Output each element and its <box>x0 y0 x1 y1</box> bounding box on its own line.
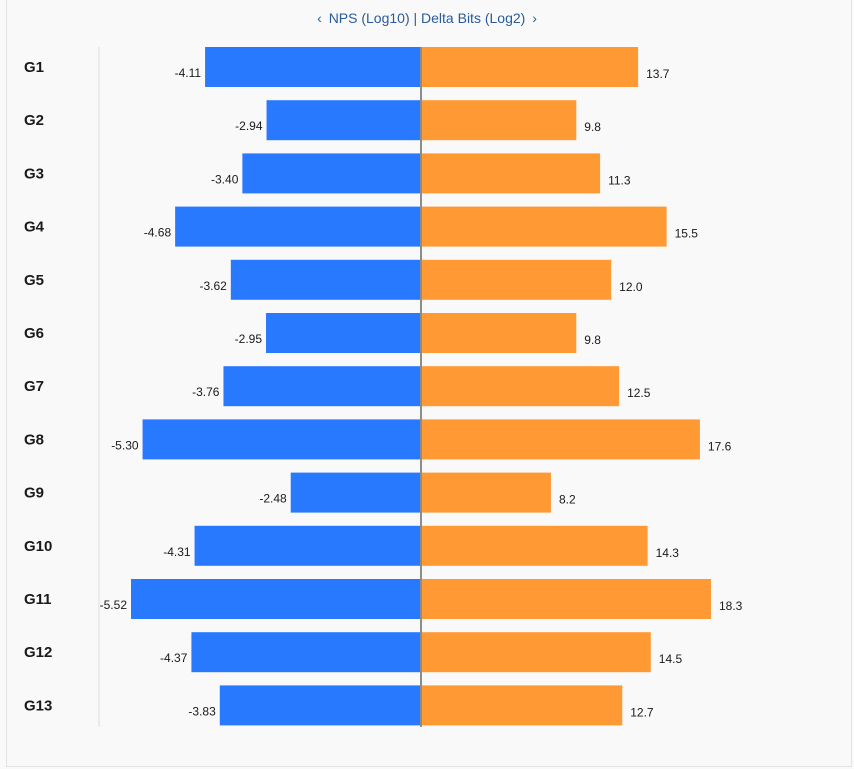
left-bar-value-label: -4.11 <box>175 66 202 80</box>
left-bar[interactable] <box>266 313 421 353</box>
right-bar-value-label: 11.3 <box>608 173 631 187</box>
left-bar-value-label: -5.52 <box>100 598 128 612</box>
chart-header: ‹ NPS (Log10) | Delta Bits (Log2) › <box>0 10 854 26</box>
left-bar-value-label: -3.76 <box>192 385 220 399</box>
right-bar-value-label: 17.6 <box>708 439 732 453</box>
category-label: G10 <box>24 538 52 555</box>
right-bar[interactable] <box>421 47 639 87</box>
right-bar-value-label: 12.0 <box>619 280 643 294</box>
right-bar[interactable] <box>421 206 667 247</box>
category-label: G6 <box>24 325 44 342</box>
right-bar[interactable] <box>421 366 620 407</box>
category-label: G11 <box>24 591 52 608</box>
category-label: G3 <box>24 165 44 182</box>
left-bar-value-label: -3.62 <box>199 279 227 293</box>
right-bar[interactable] <box>421 100 577 141</box>
category-label: G2 <box>24 112 44 129</box>
chart-title: NPS (Log10) | Delta Bits (Log2) <box>328 10 526 26</box>
left-bar-value-label: -2.95 <box>235 332 263 346</box>
left-bar-value-label: -2.48 <box>259 492 287 506</box>
left-bar[interactable] <box>194 525 421 566</box>
left-bar[interactable] <box>219 685 421 726</box>
left-bar[interactable] <box>242 153 421 194</box>
left-bar[interactable] <box>230 259 421 300</box>
left-bar[interactable] <box>142 419 421 460</box>
category-label: G5 <box>24 272 44 289</box>
right-bar[interactable] <box>421 632 651 673</box>
left-bar[interactable] <box>290 472 421 513</box>
right-bar-value-label: 8.2 <box>559 493 576 507</box>
right-bar[interactable] <box>421 259 612 300</box>
right-bar[interactable] <box>421 313 577 353</box>
right-bar-value-label: 14.3 <box>656 546 680 560</box>
left-bar[interactable] <box>266 100 421 141</box>
right-bar[interactable] <box>421 472 551 513</box>
left-bar-value-label: -4.31 <box>163 545 191 559</box>
category-label: G13 <box>24 697 52 714</box>
left-bar[interactable] <box>175 206 421 247</box>
category-label: G8 <box>24 431 44 448</box>
right-bar[interactable] <box>421 419 700 460</box>
right-bar-value-label: 18.3 <box>719 599 743 613</box>
category-label: G12 <box>24 644 52 661</box>
left-bar-value-label: -5.30 <box>111 438 139 452</box>
left-bar-value-label: -3.83 <box>188 704 216 718</box>
left-bar-value-label: -4.68 <box>144 226 172 240</box>
category-label: G9 <box>24 485 44 502</box>
right-bar-value-label: 9.8 <box>584 333 601 347</box>
right-bar[interactable] <box>421 685 623 726</box>
right-bar-value-label: 13.7 <box>646 67 670 81</box>
left-bar[interactable] <box>205 47 421 87</box>
category-label: G7 <box>24 378 44 395</box>
left-bar[interactable] <box>223 366 421 407</box>
category-label: G4 <box>24 219 45 236</box>
right-bar-value-label: 12.5 <box>627 386 651 400</box>
left-bar-value-label: -2.94 <box>235 119 263 133</box>
left-bar-value-label: -4.37 <box>160 651 188 665</box>
right-bar[interactable] <box>421 525 648 566</box>
left-bar[interactable] <box>191 632 421 673</box>
right-bar-value-label: 15.5 <box>675 227 699 241</box>
next-chart-icon[interactable]: › <box>532 10 537 26</box>
right-bar[interactable] <box>421 153 601 194</box>
right-bar[interactable] <box>421 579 711 619</box>
left-bar[interactable] <box>131 579 421 619</box>
right-bar-value-label: 14.5 <box>659 652 683 666</box>
previous-chart-icon[interactable]: ‹ <box>317 10 322 26</box>
right-bar-value-label: 9.8 <box>584 120 601 134</box>
left-bar-value-label: -3.40 <box>211 172 239 186</box>
category-label: G1 <box>24 59 44 76</box>
right-bar-value-label: 12.7 <box>630 705 654 719</box>
